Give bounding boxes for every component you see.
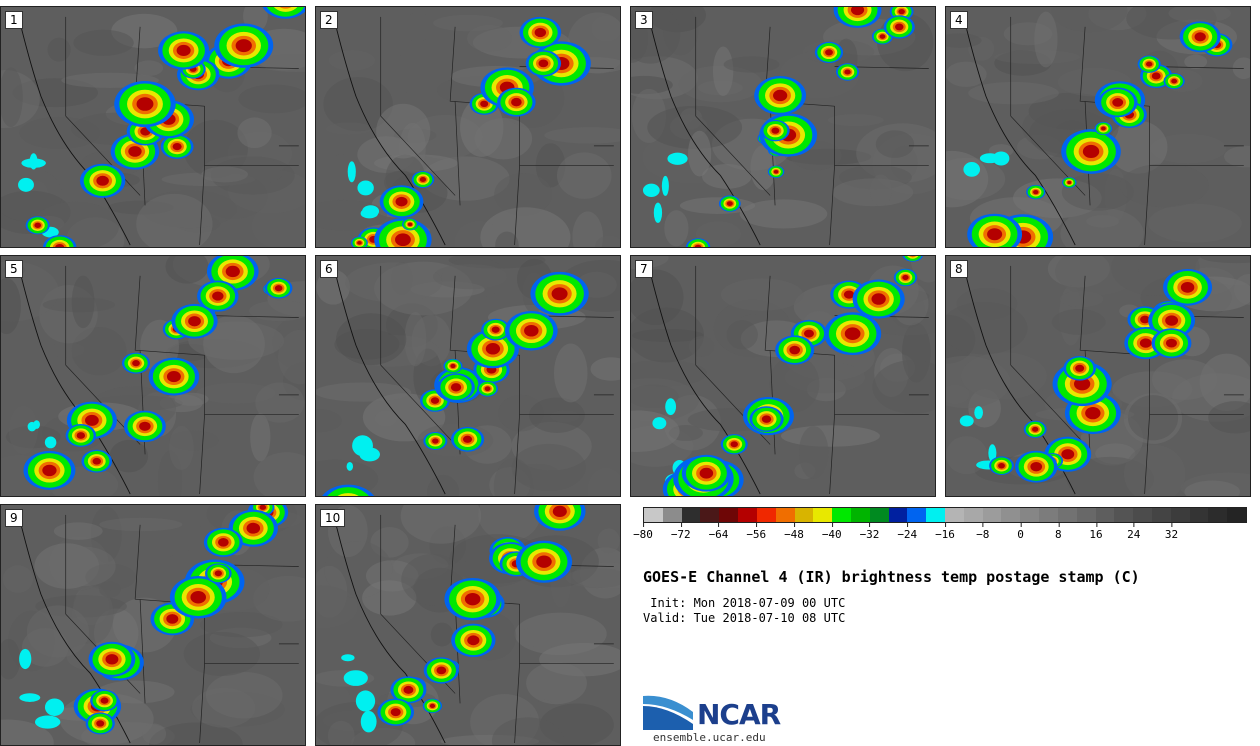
map-panel: 6 bbox=[315, 255, 621, 497]
colorbar-swatch bbox=[1151, 508, 1171, 522]
colorbar-swatch bbox=[926, 508, 945, 522]
colorbar-swatch bbox=[982, 508, 1002, 522]
colorbar-tick-label: −24 bbox=[897, 523, 917, 541]
colorbar-tick-label: 16 bbox=[1089, 523, 1103, 541]
colorbar-swatch bbox=[738, 508, 757, 522]
colorbar-tick-label: −64 bbox=[709, 523, 728, 541]
colorbar-tick-label: −72 bbox=[671, 523, 691, 541]
panel-label: 6 bbox=[320, 260, 338, 278]
colorbar-swatch bbox=[1057, 508, 1077, 522]
colorbar-swatch bbox=[1095, 508, 1115, 522]
panel-label: 4 bbox=[950, 11, 968, 29]
colorbar-swatch bbox=[1076, 508, 1096, 522]
colorbar-tick-label: −80 bbox=[633, 523, 653, 541]
panel-label: 9 bbox=[5, 509, 23, 527]
colorbar-swatch bbox=[1189, 508, 1209, 522]
colorbar-tick-label: −56 bbox=[746, 523, 766, 541]
colorbar-swatch bbox=[963, 508, 983, 522]
map-panel: 2 bbox=[315, 6, 621, 248]
ir-map bbox=[631, 7, 935, 247]
colorbar-swatch bbox=[1001, 508, 1021, 522]
colorbar-swatch bbox=[644, 508, 663, 522]
map-panel: 5 bbox=[0, 255, 306, 497]
map-panel: 10 bbox=[315, 504, 621, 746]
figure-title: GOES-E Channel 4 (IR) brightness temp po… bbox=[643, 568, 1140, 586]
colorbar-swatch bbox=[1020, 508, 1040, 522]
panel-label: 10 bbox=[320, 509, 346, 527]
map-panel: 1 bbox=[0, 6, 306, 248]
colorbar-tick-label: 8 bbox=[1055, 523, 1062, 541]
colorbar-swatch bbox=[1114, 508, 1134, 522]
panel-label: 5 bbox=[5, 260, 23, 278]
colorbar-swatch bbox=[662, 508, 682, 522]
ir-map bbox=[946, 256, 1250, 496]
colorbar-tick-label: −8 bbox=[976, 523, 989, 541]
colorbar-swatch bbox=[700, 508, 720, 522]
ncar-logo bbox=[643, 695, 693, 730]
ir-map bbox=[1, 7, 305, 247]
valid-time: Valid: Tue 2018-07-10 08 UTC bbox=[643, 611, 846, 625]
panel-label: 2 bbox=[320, 11, 338, 29]
colorbar-swatch bbox=[888, 508, 908, 522]
panel-label: 3 bbox=[635, 11, 653, 29]
ir-map bbox=[946, 7, 1250, 247]
map-panel: 4 bbox=[945, 6, 1251, 248]
colorbar-tick-label: 32 bbox=[1165, 523, 1178, 541]
colorbar-swatch bbox=[907, 508, 927, 522]
colorbar-tick-label: 24 bbox=[1127, 523, 1140, 541]
colorbar-swatch bbox=[1227, 508, 1246, 522]
map-panel: 8 bbox=[945, 255, 1251, 497]
colorbar-swatch bbox=[850, 508, 870, 522]
colorbar bbox=[643, 507, 1247, 523]
colorbar-swatch bbox=[775, 508, 795, 522]
ir-map bbox=[316, 12, 620, 247]
colorbar-swatch bbox=[945, 508, 964, 522]
colorbar-swatch bbox=[1133, 508, 1152, 522]
colorbar-ticks: −80 −72 −64 −56 −48 −40 −32 −24 −16 −8 0 8 16 24 32 bbox=[633, 523, 1247, 545]
init-time: Init: Mon 2018-07-09 00 UTC bbox=[643, 596, 846, 610]
ir-map bbox=[1, 505, 305, 745]
map-panel: 7 bbox=[630, 255, 936, 497]
colorbar-swatch bbox=[832, 508, 851, 522]
panel-label: 8 bbox=[950, 260, 968, 278]
colorbar-tick-label: −32 bbox=[860, 523, 879, 541]
colorbar-swatch bbox=[813, 508, 833, 522]
colorbar-swatch bbox=[869, 508, 889, 522]
ncar-url: ensemble.ucar.edu bbox=[653, 731, 766, 744]
colorbar-swatch bbox=[756, 508, 776, 522]
panel-label: 7 bbox=[635, 260, 653, 278]
colorbar-tick-label: −40 bbox=[822, 523, 842, 541]
colorbar-tick-label: −16 bbox=[935, 523, 955, 541]
colorbar-swatch bbox=[794, 508, 814, 522]
colorbar-swatch bbox=[1170, 508, 1190, 522]
colorbar-tick-label: −48 bbox=[784, 523, 804, 541]
ncar-logo-text: NCAR bbox=[697, 698, 781, 731]
ir-map bbox=[631, 256, 935, 496]
colorbar-swatch bbox=[681, 508, 701, 522]
ir-map bbox=[316, 256, 620, 496]
colorbar-tick-label: 0 bbox=[1017, 523, 1024, 541]
colorbar-swatch bbox=[1039, 508, 1058, 522]
colorbar-swatch bbox=[1208, 508, 1228, 522]
panel-label: 1 bbox=[5, 11, 23, 29]
map-panel: 3 bbox=[630, 6, 936, 248]
ir-map bbox=[316, 505, 620, 745]
map-panel: 9 bbox=[0, 504, 306, 746]
ir-map bbox=[1, 256, 305, 496]
colorbar-swatch bbox=[719, 508, 739, 522]
